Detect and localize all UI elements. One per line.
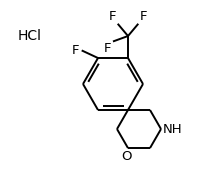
Text: O: O (122, 150, 132, 163)
Text: HCl: HCl (18, 29, 42, 43)
Text: F: F (109, 10, 117, 23)
Text: F: F (103, 42, 111, 56)
Text: F: F (72, 44, 80, 57)
Text: NH: NH (163, 122, 183, 136)
Text: F: F (139, 10, 147, 23)
